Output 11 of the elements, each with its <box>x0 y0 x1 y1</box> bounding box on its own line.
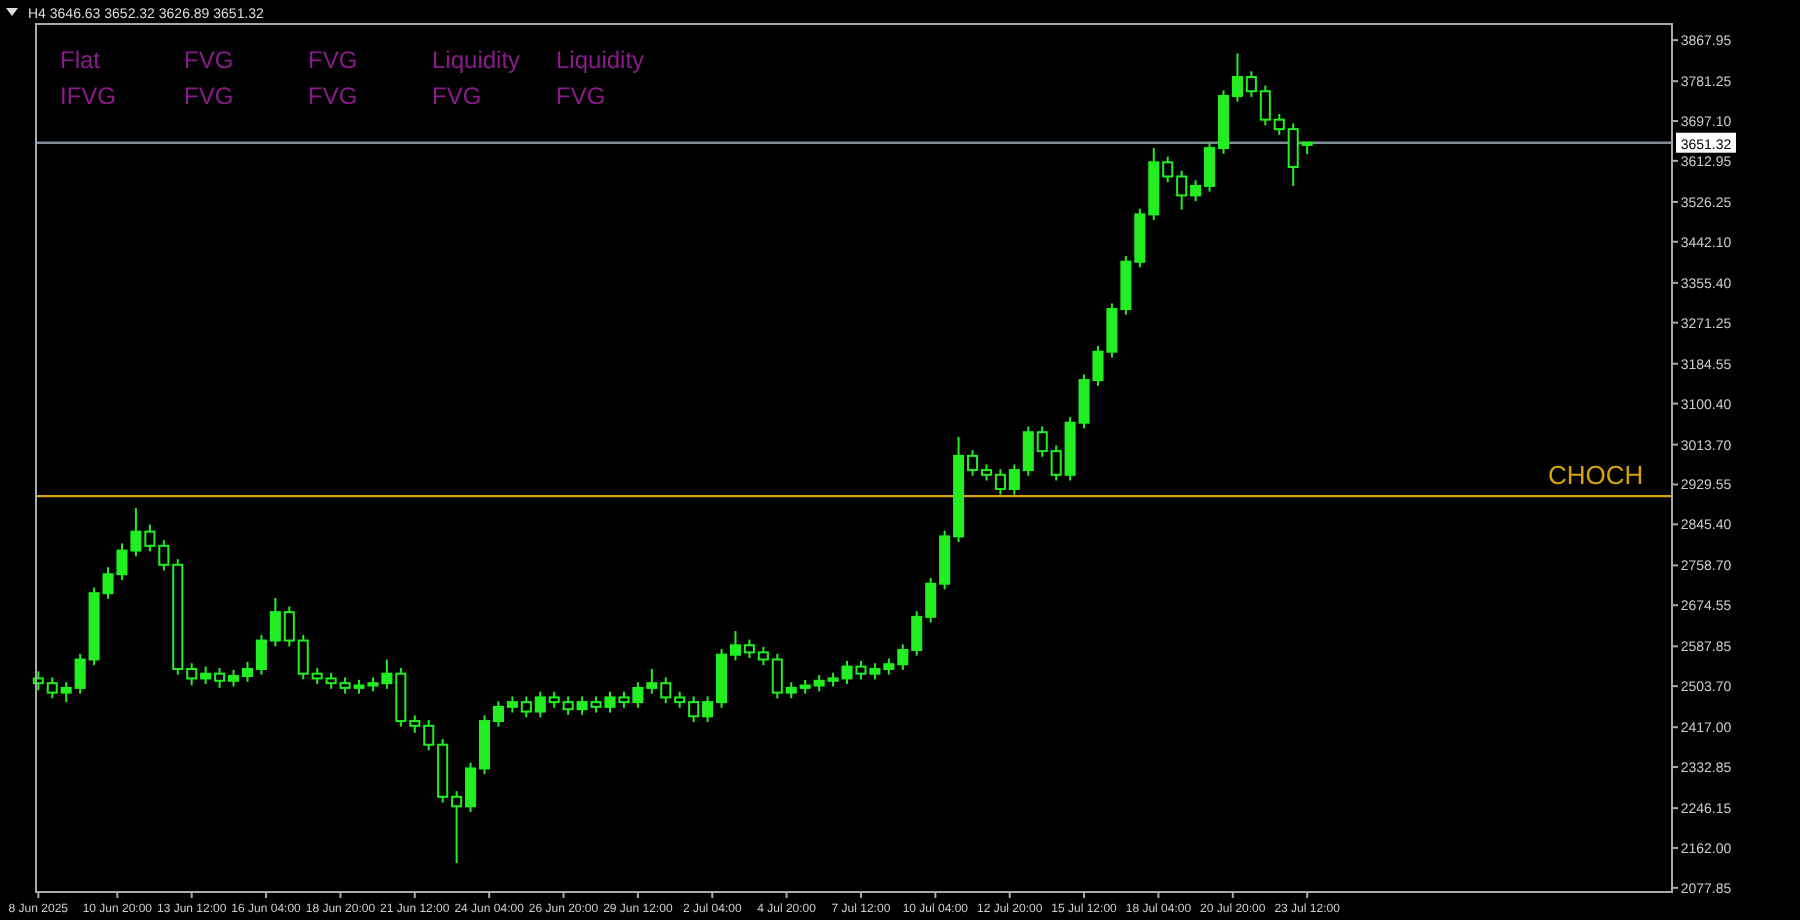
annotation: Liquidity <box>432 46 521 74</box>
annotation: Flat <box>60 46 102 74</box>
annotation: FVG <box>308 46 358 74</box>
annotation: FVG <box>432 82 482 110</box>
annotation: IFVG <box>60 82 117 110</box>
annotation: FVG <box>556 82 606 110</box>
annotation: FVG <box>184 46 234 74</box>
annotation: Liquidity <box>556 46 645 74</box>
ref-line-label: CHOCH <box>1548 460 1644 491</box>
annotation: FVG <box>308 82 358 110</box>
annotation: FVG <box>184 82 234 110</box>
